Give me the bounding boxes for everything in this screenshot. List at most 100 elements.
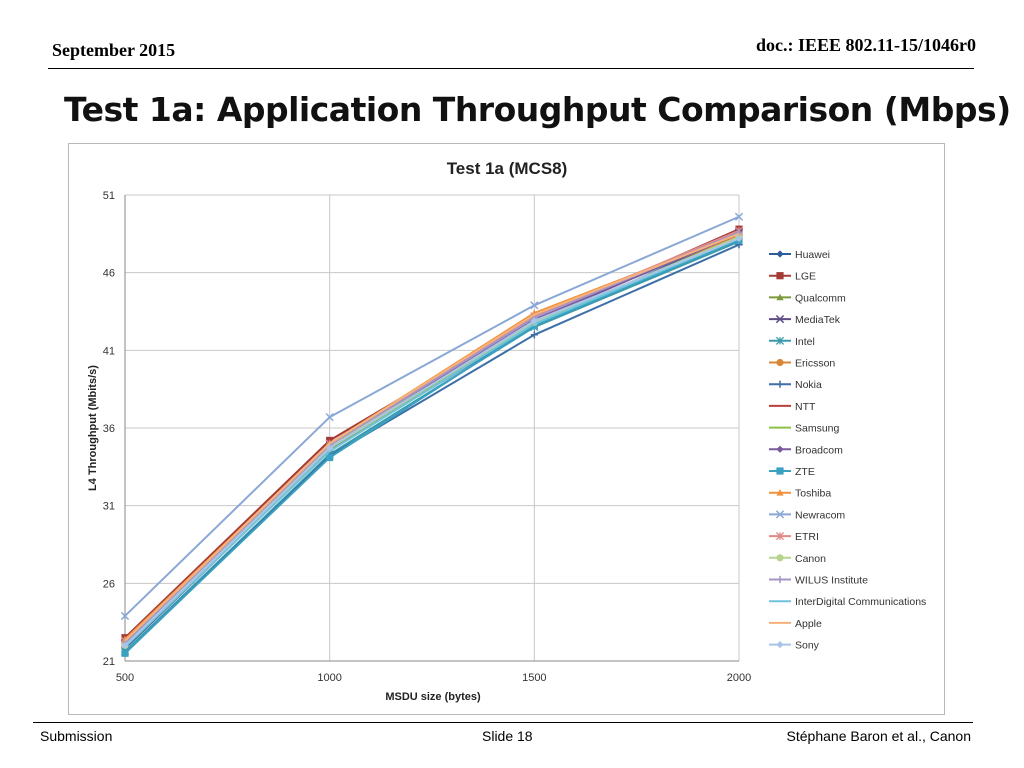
data-point bbox=[121, 641, 129, 650]
y-tick-label: 41 bbox=[103, 345, 115, 357]
y-tick-label: 21 bbox=[103, 656, 115, 668]
series-line bbox=[124, 231, 740, 642]
chart-frame: Test 1a (MCS8) MSDU size (bytes) L4 Thro… bbox=[68, 143, 945, 715]
series-line bbox=[124, 232, 740, 650]
legend-item: NTT bbox=[769, 401, 816, 413]
legend-item: Nokia bbox=[769, 379, 822, 391]
legend-swatch-marker bbox=[776, 467, 784, 475]
data-point bbox=[326, 444, 334, 452]
legend-label: InterDigital Communications bbox=[795, 596, 926, 608]
legend-label: Canon bbox=[795, 553, 826, 565]
legend-item: Ericsson bbox=[769, 358, 835, 370]
legend-label: Broadcom bbox=[795, 444, 843, 456]
legend-item: ZTE bbox=[769, 466, 815, 478]
footer-divider bbox=[33, 722, 973, 723]
legend-label: Sony bbox=[795, 640, 820, 652]
y-axis-label: L4 Throughput (Mbits/s) bbox=[87, 365, 99, 491]
legend-item: Toshiba bbox=[769, 488, 831, 500]
series-qualcomm bbox=[121, 233, 743, 649]
legend-label: ZTE bbox=[795, 466, 815, 478]
data-point bbox=[120, 611, 130, 621]
legend-swatch-marker bbox=[776, 358, 784, 367]
data-point bbox=[530, 317, 538, 325]
header-divider bbox=[48, 68, 974, 69]
legend-swatch-marker bbox=[776, 489, 784, 496]
legend-item: MediaTek bbox=[769, 314, 841, 326]
series-line bbox=[124, 231, 740, 644]
y-tick-label: 51 bbox=[103, 190, 115, 202]
legend-label: Ericsson bbox=[795, 358, 835, 370]
series-line bbox=[124, 237, 740, 647]
series-line bbox=[124, 240, 740, 653]
series-nokia bbox=[121, 241, 743, 657]
header-doc-id: doc.: IEEE 802.11-15/1046r0 bbox=[755, 35, 976, 55]
legend-item: Samsung bbox=[769, 423, 840, 435]
y-tick-label: 26 bbox=[103, 578, 115, 590]
legend-swatch-marker bbox=[776, 554, 784, 562]
series-line bbox=[124, 215, 740, 617]
legend-swatch-marker bbox=[776, 293, 784, 301]
data-point bbox=[325, 412, 334, 422]
series-toshiba bbox=[121, 230, 743, 643]
line-chart: Test 1a (MCS8) MSDU size (bytes) L4 Thro… bbox=[87, 159, 926, 703]
series-line bbox=[124, 232, 740, 642]
series-broadcom bbox=[121, 230, 743, 648]
series-line bbox=[124, 237, 740, 647]
footer-submission: Submission bbox=[40, 728, 113, 744]
legend-label: WILUS Institute bbox=[795, 575, 868, 587]
legend-label: Newracom bbox=[795, 509, 845, 521]
footer-author: Stéphane Baron et al., Canon bbox=[786, 728, 971, 744]
series-mediatek bbox=[120, 228, 744, 649]
legend-item: Sony bbox=[769, 640, 820, 652]
header-date: September 2015 bbox=[52, 40, 176, 60]
series-line bbox=[124, 236, 740, 647]
legend-swatch-marker bbox=[775, 336, 785, 345]
series-line bbox=[124, 229, 740, 642]
legend-item: Canon bbox=[769, 553, 826, 565]
series-line bbox=[124, 236, 740, 647]
legend-label: Huawei bbox=[795, 249, 830, 261]
data-point bbox=[121, 649, 129, 657]
data-point bbox=[326, 453, 334, 462]
legend-item: Huawei bbox=[769, 249, 830, 261]
y-tick-label: 31 bbox=[103, 501, 115, 513]
legend-swatch-marker bbox=[775, 314, 785, 324]
data-point bbox=[530, 301, 539, 310]
series-line bbox=[124, 232, 740, 645]
y-tick-label: 36 bbox=[103, 423, 115, 435]
y-tick-label: 46 bbox=[103, 268, 115, 280]
x-tick-label: 2000 bbox=[727, 672, 751, 684]
series-line bbox=[124, 232, 740, 640]
series-ericsson bbox=[121, 231, 743, 646]
series-newracom bbox=[120, 212, 744, 621]
legend-swatch-marker bbox=[776, 250, 784, 258]
data-point bbox=[734, 212, 744, 221]
x-tick-label: 500 bbox=[116, 672, 134, 684]
series-ntt bbox=[124, 231, 740, 642]
series-apple bbox=[124, 232, 740, 642]
series-etri bbox=[120, 226, 744, 645]
legend-item: Broadcom bbox=[769, 444, 843, 456]
series-line bbox=[124, 231, 740, 645]
series-interdigital-communications bbox=[124, 237, 740, 648]
legend-swatch-marker bbox=[776, 445, 784, 453]
legend-swatch-marker bbox=[776, 575, 784, 584]
legend-item: Qualcomm bbox=[769, 292, 846, 304]
series-line bbox=[124, 237, 740, 648]
legend-swatch-marker bbox=[776, 272, 784, 280]
x-tick-label: 1000 bbox=[317, 672, 341, 684]
legend-swatch-marker bbox=[776, 641, 784, 649]
legend-item: InterDigital Communications bbox=[769, 596, 926, 608]
legend-item: Intel bbox=[769, 336, 815, 348]
data-point bbox=[530, 331, 538, 339]
series-line bbox=[124, 239, 740, 654]
series-zte bbox=[121, 236, 743, 657]
series-intel bbox=[120, 237, 744, 656]
series-line bbox=[124, 243, 740, 654]
series-huawei bbox=[121, 230, 743, 653]
legend-label: ETRI bbox=[795, 531, 819, 543]
legend-item: ETRI bbox=[769, 531, 819, 543]
legend-label: LGE bbox=[795, 271, 816, 283]
legend-swatch-marker bbox=[775, 510, 785, 519]
chart-title: Test 1a (MCS8) bbox=[447, 159, 568, 178]
